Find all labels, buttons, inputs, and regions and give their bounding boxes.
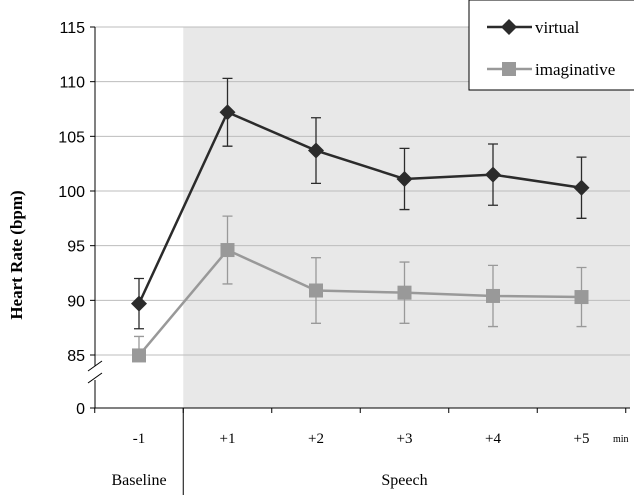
data-point [574,290,589,305]
y-tick-label: 100 [58,184,85,201]
legend-box [468,0,634,91]
data-point [308,142,324,159]
series-line-imaginative [138,248,582,357]
data-point [486,288,500,303]
legend-label: virtual [535,18,580,37]
legend-marker [501,19,517,35]
x-tick-label: -1 [133,431,146,447]
series-line-virtual [137,110,582,305]
data-point [219,104,236,121]
legend-label: imaginative [535,60,615,79]
data-point [220,243,235,258]
x-tick-label: +4 [485,431,501,447]
y-tick-label: 110 [59,75,85,92]
data-point [485,166,501,183]
legend: virtual imaginative [468,0,634,91]
data-point [396,170,413,187]
y-axis-break-mark [87,360,103,372]
y-tick-label: 85 [67,348,85,365]
y-tick-label: 90 [67,293,85,310]
data-point [132,348,146,363]
y-tick-label: 115 [59,20,85,37]
x-unit-label: min [613,434,629,445]
x-tick-label: +5 [574,431,590,447]
legend-item-virtual: virtual [487,18,580,37]
y-tick-label: 95 [67,239,85,256]
x-tick-labels: -1 +1 +2 +3 +4 +5 [133,431,590,447]
data-series [131,77,590,363]
series-imaginative [132,215,589,363]
group-label-baseline: Baseline [111,472,166,489]
data-point [131,295,147,312]
data-point [573,179,590,196]
x-tick-label: +3 [397,431,413,447]
legend-marker [502,62,516,76]
x-tick-label: +1 [220,431,236,447]
series-virtual [131,77,590,330]
y-axis-break-mark [87,372,103,384]
y-axis-label: Heart Rate (bpm) [7,190,26,319]
data-point [309,283,323,298]
x-group-labels: Baseline Speech [111,408,428,495]
y-tick-labels: 0 85 90 95 100 105 110 115 [58,20,85,418]
legend-item-imaginative: imaginative [487,60,615,79]
data-point [397,285,412,300]
group-label-speech: Speech [381,472,427,489]
y-tick-label: 105 [58,129,85,146]
x-tick-label: +2 [308,431,324,447]
y-tick-label: 0 [76,401,85,418]
